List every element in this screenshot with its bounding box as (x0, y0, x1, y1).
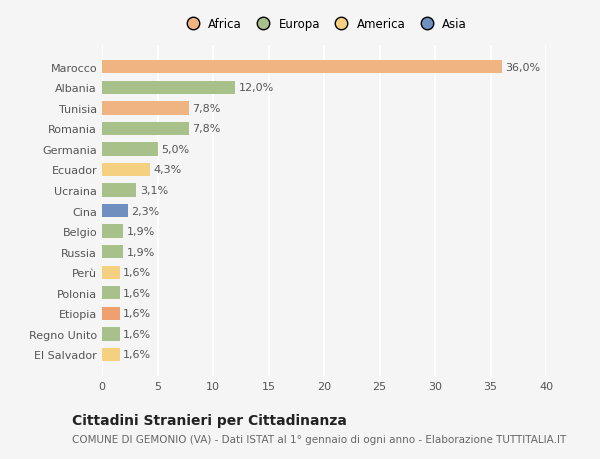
Text: Cittadini Stranieri per Cittadinanza: Cittadini Stranieri per Cittadinanza (72, 413, 347, 427)
Text: COMUNE DI GEMONIO (VA) - Dati ISTAT al 1° gennaio di ogni anno - Elaborazione TU: COMUNE DI GEMONIO (VA) - Dati ISTAT al 1… (72, 434, 566, 444)
Text: 36,0%: 36,0% (505, 62, 540, 73)
Text: 2,3%: 2,3% (131, 206, 159, 216)
Legend: Africa, Europa, America, Asia: Africa, Europa, America, Asia (179, 16, 469, 33)
Bar (102, 348, 120, 361)
Bar (102, 204, 128, 218)
Bar (102, 61, 502, 74)
Bar (102, 266, 120, 280)
Bar (102, 163, 150, 177)
Text: 1,6%: 1,6% (123, 350, 151, 360)
Bar (102, 286, 120, 300)
Text: 4,3%: 4,3% (153, 165, 181, 175)
Text: 7,8%: 7,8% (192, 104, 220, 113)
Text: 7,8%: 7,8% (192, 124, 220, 134)
Text: 1,6%: 1,6% (123, 288, 151, 298)
Text: 1,9%: 1,9% (127, 247, 155, 257)
Bar (102, 246, 123, 259)
Bar (102, 184, 136, 197)
Text: 1,9%: 1,9% (127, 227, 155, 237)
Text: 5,0%: 5,0% (161, 145, 189, 155)
Bar (102, 143, 158, 156)
Text: 12,0%: 12,0% (239, 83, 274, 93)
Bar (102, 307, 120, 320)
Text: 3,1%: 3,1% (140, 185, 168, 196)
Text: 1,6%: 1,6% (123, 329, 151, 339)
Bar (102, 225, 123, 238)
Text: 1,6%: 1,6% (123, 309, 151, 319)
Bar (102, 102, 188, 115)
Bar (102, 81, 235, 95)
Bar (102, 123, 188, 136)
Text: 1,6%: 1,6% (123, 268, 151, 278)
Bar (102, 328, 120, 341)
